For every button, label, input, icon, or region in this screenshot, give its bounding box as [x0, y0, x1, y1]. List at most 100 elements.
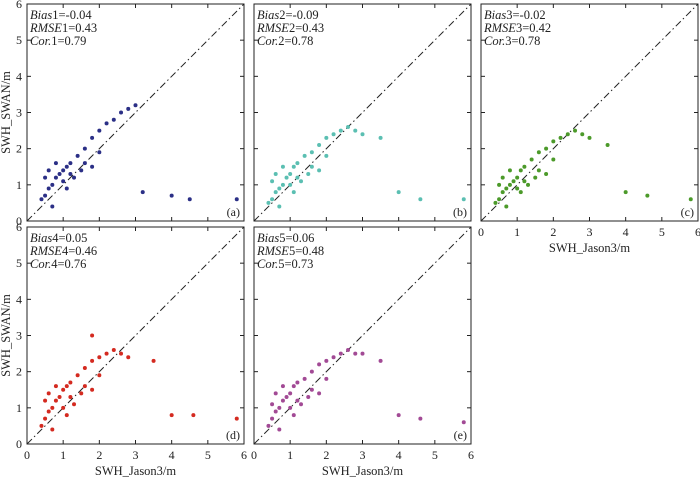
data-point — [79, 168, 84, 173]
bias-stat: Bias5=0.06 — [257, 231, 314, 245]
data-point — [558, 135, 563, 140]
panel-label: (d) — [226, 428, 240, 442]
data-point — [46, 186, 51, 191]
data-point — [111, 117, 116, 122]
x-tick-label: 4 — [623, 225, 629, 239]
x-tick-label: 3 — [133, 448, 139, 462]
data-point — [53, 175, 58, 180]
x-tick-label: 2 — [323, 448, 329, 462]
data-point — [133, 103, 138, 108]
x-tick-label: 0 — [251, 448, 257, 462]
y-tick-label: 6 — [16, 220, 22, 234]
scatter-panel-3: 0 1 2 3 4 5 6 SWH_Jason3/m Bias3=-0.02RMSE3=0.42… — [478, 3, 700, 255]
data-point — [605, 143, 610, 148]
x-tick-label: 2 — [550, 225, 556, 239]
data-point — [522, 164, 527, 169]
data-point — [68, 171, 73, 176]
data-point — [104, 351, 109, 356]
data-point — [522, 179, 527, 184]
cor-stat: Cor.5=0.73 — [257, 257, 313, 271]
x-tick-label: 3 — [360, 448, 366, 462]
data-point — [46, 409, 51, 414]
data-point — [39, 423, 44, 428]
cor-stat: Cor.1=0.79 — [30, 34, 86, 48]
y-tick-label: 3 — [16, 329, 22, 343]
data-point — [317, 168, 322, 173]
data-point — [126, 355, 131, 360]
data-point — [573, 128, 578, 133]
data-point — [277, 204, 282, 209]
rmse-stat: RMSE5=0.48 — [256, 244, 324, 258]
data-point — [504, 186, 509, 191]
data-point — [295, 161, 300, 166]
rmse-stat: RMSE3=0.42 — [483, 21, 551, 35]
data-point — [57, 171, 62, 176]
data-point — [317, 362, 322, 367]
data-point — [295, 175, 300, 180]
data-point — [518, 168, 523, 173]
data-point — [97, 355, 102, 360]
data-point — [270, 402, 275, 407]
y-axis-title: SWH_SWAN/m — [0, 294, 13, 377]
data-point — [518, 190, 523, 195]
data-point — [50, 405, 55, 410]
data-point — [151, 358, 156, 363]
data-point — [234, 416, 239, 421]
data-point — [280, 384, 285, 389]
data-point — [504, 204, 509, 209]
data-point — [461, 420, 466, 425]
x-tick-label: 6 — [695, 225, 700, 239]
data-point — [273, 190, 278, 195]
data-point — [284, 175, 289, 180]
data-point — [277, 186, 282, 191]
y-tick-label: 2 — [16, 365, 22, 379]
data-point — [50, 182, 55, 187]
data-point — [324, 358, 329, 363]
data-point — [500, 190, 505, 195]
x-tick-label: 1 — [514, 225, 520, 239]
data-point — [68, 394, 73, 399]
data-point — [57, 394, 62, 399]
x-axis-title: SWH_Jason3/m — [322, 464, 404, 478]
y-axis-title: SWH_SWAN/m — [0, 71, 13, 154]
data-point — [266, 423, 271, 428]
scatter-panel-4: 0 1 2 3 4 5 6 0 1 2 3 4 5 6 SWH_Jason3/m SWH_SWAN/m Bias… — [0, 220, 247, 478]
data-point — [317, 391, 322, 396]
data-point — [64, 384, 69, 389]
data-point — [493, 200, 498, 205]
bias-stat: Bias3=-0.02 — [484, 8, 546, 22]
data-point — [97, 373, 102, 378]
data-point — [270, 416, 275, 421]
data-point — [53, 398, 58, 403]
data-point — [396, 413, 401, 418]
x-tick-label: 2 — [96, 448, 102, 462]
data-point — [126, 106, 131, 111]
panel-label: (b) — [453, 205, 467, 219]
data-point — [284, 394, 289, 399]
x-tick-label: 6 — [468, 448, 474, 462]
data-point — [277, 405, 282, 410]
data-point — [461, 197, 466, 202]
data-point — [291, 164, 296, 169]
data-point — [79, 391, 84, 396]
rmse-stat: RMSE2=0.43 — [256, 21, 324, 35]
data-point — [295, 380, 300, 385]
data-point — [360, 351, 365, 356]
data-point — [324, 153, 329, 158]
data-point — [291, 413, 296, 418]
data-point — [97, 128, 102, 133]
data-point — [90, 164, 95, 169]
data-point — [61, 179, 66, 184]
data-point — [64, 164, 69, 169]
y-tick-label: 3 — [16, 106, 22, 120]
x-tick-label: 0 — [24, 448, 30, 462]
data-point — [64, 413, 69, 418]
data-point — [378, 135, 383, 140]
data-point — [104, 121, 109, 126]
data-point — [565, 132, 570, 137]
scatter-panel-1: 0 1 2 3 4 5 6 SWH_SWAN/m Bias1=-0.04RMSE1=0.43Co… — [0, 0, 245, 228]
data-point — [90, 387, 95, 392]
x-tick-label: 4 — [169, 448, 175, 462]
